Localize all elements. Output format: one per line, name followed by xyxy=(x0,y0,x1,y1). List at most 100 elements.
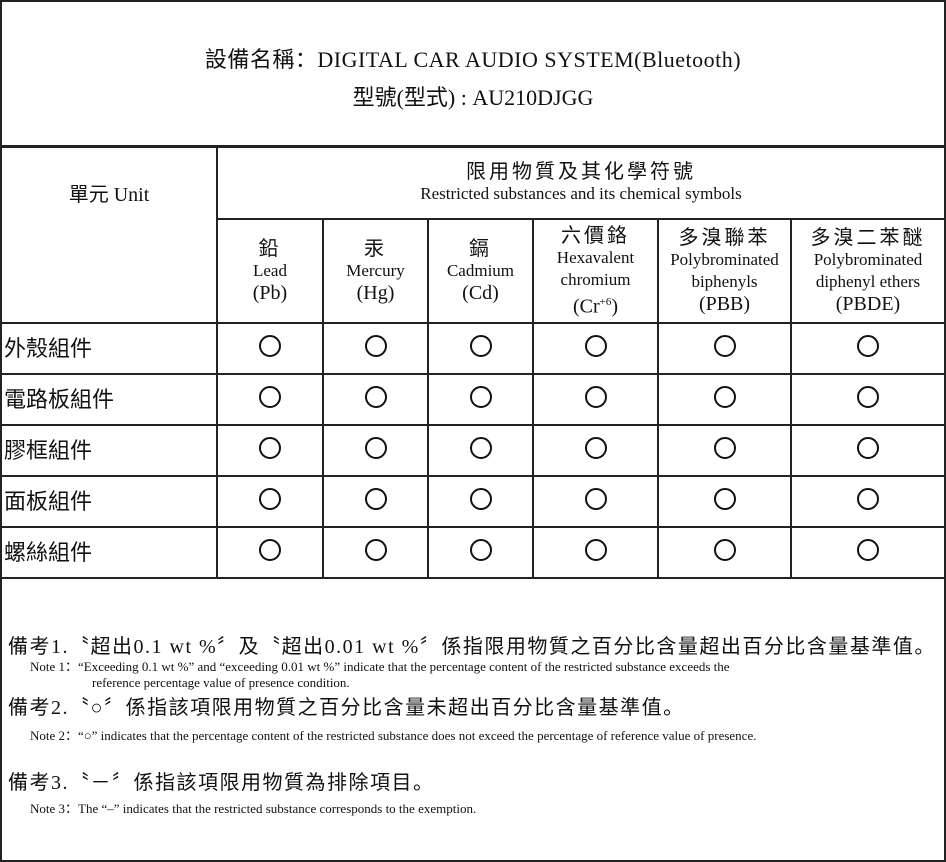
cell-value xyxy=(322,475,429,528)
row-label: 外殼組件 xyxy=(0,322,218,375)
circle-mark-icon xyxy=(259,385,281,408)
column-en: Hexavalent xyxy=(556,247,635,267)
circle-mark-icon xyxy=(713,487,736,510)
column-symbol: (Cd) xyxy=(429,282,532,304)
circle-mark-icon xyxy=(259,487,281,510)
circle-mark-icon xyxy=(584,334,607,357)
circle-mark-icon xyxy=(857,436,879,459)
note-1-en-text: Note 1：“Exceeding 0.1 wt %” and “exceedi… xyxy=(30,659,730,674)
note-1-zh: 備考1.〝超出0.1 wt %〞及〝超出0.01 wt %〞係指限用物質之百分比… xyxy=(8,636,936,658)
column-zh: 鎘 xyxy=(469,238,492,260)
group-header-en: Restricted substances and its chemical s… xyxy=(420,184,742,203)
row-label: 螺絲組件 xyxy=(0,526,218,579)
column-symbol: (PBB) xyxy=(659,293,790,315)
circle-mark-icon xyxy=(259,436,281,459)
cell-value xyxy=(790,475,946,528)
cell-value xyxy=(216,373,324,426)
cell-value xyxy=(657,526,792,579)
circle-mark-icon xyxy=(259,334,281,357)
cell-value xyxy=(790,526,946,579)
table-row: 外殼組件 xyxy=(0,322,946,375)
column-header: 汞 Mercury (Hg) xyxy=(322,218,429,324)
circle-mark-icon xyxy=(469,385,492,408)
column-header: 鎘 Cadmium (Cd) xyxy=(427,218,534,324)
table-row: 面板組件 xyxy=(0,475,946,528)
column-en: Polybrominated xyxy=(670,250,779,269)
cell-value xyxy=(427,424,534,477)
cell-value xyxy=(790,322,946,375)
cell-value xyxy=(532,526,659,579)
circle-mark-icon xyxy=(713,436,736,459)
column-en: Cadmium xyxy=(446,261,515,280)
symbol-text: (Hg) xyxy=(356,282,395,304)
column-header: 鉛 Lead (Pb) xyxy=(216,218,324,324)
column-zh: 鉛 xyxy=(258,238,282,260)
column-zh: 多溴聯苯 xyxy=(678,227,771,249)
cell-value xyxy=(790,373,946,426)
column-en-2: chromium xyxy=(560,269,631,289)
column-zh: 多溴二苯醚 xyxy=(810,227,926,249)
circle-mark-icon xyxy=(857,385,879,408)
symbol-sup: +6 xyxy=(599,295,612,308)
cell-value xyxy=(427,373,534,426)
group-header-zh: 限用物質及其化學符號 xyxy=(466,161,696,183)
cell-value xyxy=(322,526,429,579)
cell-value xyxy=(657,475,792,528)
circle-mark-icon xyxy=(713,385,736,408)
symbol-end: ) xyxy=(611,295,619,318)
notes-section: 備考1.〝超出0.1 wt %〞及〝超出0.01 wt %〞係指限用物質之百分比… xyxy=(8,630,938,817)
note-1-en: Note 1：“Exceeding 0.1 wt %” and “exceedi… xyxy=(30,659,938,691)
cell-value xyxy=(790,424,946,477)
cell-value xyxy=(216,322,324,375)
group-header: 限用物質及其化學符號 Restricted substances and its… xyxy=(216,146,946,220)
circle-mark-icon xyxy=(469,334,492,357)
device-name: 設備名稱：DIGITAL CAR AUDIO SYSTEM(Bluetooth) xyxy=(204,47,742,72)
note-2-en: Note 2：“○” indicates that the percentage… xyxy=(30,728,757,743)
note-3-zh: 備考3.〝－〞係指該項限用物質為排除項目。 xyxy=(8,772,435,794)
cell-value xyxy=(532,373,659,426)
cell-value xyxy=(657,322,792,375)
cell-value xyxy=(657,424,792,477)
note-1-en-cont: reference percentage value of presence c… xyxy=(92,675,350,690)
circle-mark-icon xyxy=(857,334,879,357)
circle-mark-icon xyxy=(469,436,492,459)
column-symbol: (Cr+6) xyxy=(534,291,657,318)
table-row: 螺絲組件 xyxy=(0,526,946,579)
circle-mark-icon xyxy=(364,334,387,357)
column-zh: 汞 xyxy=(364,238,387,260)
cell-value xyxy=(427,475,534,528)
note-2-zh: 備考2.〝○〞係指該項限用物質之百分比含量未超出百分比含量基準值。 xyxy=(8,697,685,719)
circle-mark-icon xyxy=(584,538,607,561)
cell-value xyxy=(532,424,659,477)
column-en-2: biphenyls xyxy=(691,272,758,291)
column-header: 六價鉻 Hexavalent chromium (Cr+6) xyxy=(532,218,659,324)
circle-mark-icon xyxy=(364,436,387,459)
circle-mark-icon xyxy=(469,538,492,561)
circle-mark-icon xyxy=(584,487,607,510)
column-symbol: (Pb) xyxy=(218,282,322,304)
circle-mark-icon xyxy=(584,436,607,459)
cell-value xyxy=(322,322,429,375)
circle-mark-icon xyxy=(584,385,607,408)
row-label: 電路板組件 xyxy=(0,373,218,426)
column-en: Polybrominated xyxy=(813,250,923,269)
cell-value xyxy=(532,322,659,375)
cell-value xyxy=(322,373,429,426)
symbol-text: (PBB) xyxy=(698,293,751,315)
cell-value xyxy=(322,424,429,477)
cell-value xyxy=(427,322,534,375)
circle-mark-icon xyxy=(713,334,736,357)
circle-mark-icon xyxy=(259,538,281,561)
circle-mark-icon xyxy=(364,487,387,510)
circle-mark-icon xyxy=(364,385,387,408)
cell-value xyxy=(427,526,534,579)
cell-value xyxy=(216,475,324,528)
column-symbol: (Hg) xyxy=(324,282,427,304)
column-en: Mercury xyxy=(346,261,405,280)
circle-mark-icon xyxy=(857,538,879,561)
column-en: Lead xyxy=(253,261,287,280)
symbol-text: (Cd) xyxy=(462,282,499,304)
note-3-en: Note 3：The “–” indicates that the restri… xyxy=(30,801,477,816)
column-header: 多溴二苯醚 Polybrominated diphenyl ethers (PBDE) xyxy=(790,218,946,324)
unit-header-text: 單元 Unit xyxy=(68,184,150,206)
